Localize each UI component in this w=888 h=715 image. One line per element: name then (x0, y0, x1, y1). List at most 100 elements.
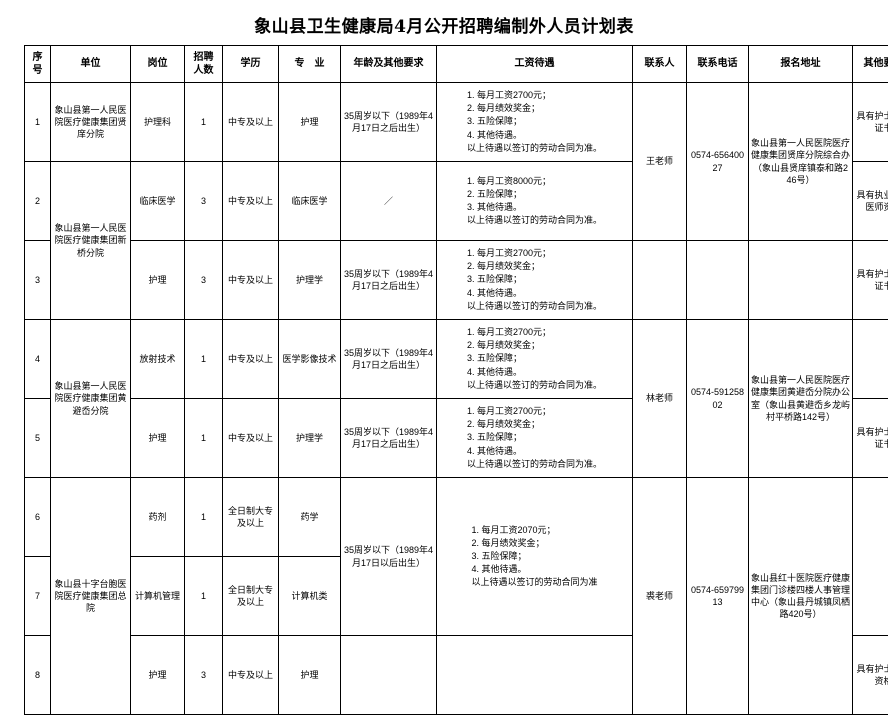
cell-age (341, 636, 437, 715)
cell-post: 护理 (131, 399, 185, 478)
cell-major: 计算机类 (279, 557, 341, 636)
cell-unit: 象山县第一人民医院医疗健康集团黄避岙分院 (51, 320, 131, 478)
cell-seq: 3 (25, 241, 51, 320)
cell-num: 1 (185, 399, 223, 478)
salary-text: 1. 每月工资2700元； 2. 每月绩效奖金； 3. 五险保障； 4. 其他待… (467, 326, 602, 391)
salary-text: 1. 每月工资8000元； 2. 五险保障； 3. 其他待遇。 以上待遇以签订的… (467, 175, 602, 227)
cell-num: 3 (185, 636, 223, 715)
table-row: 4 象山县第一人民医院医疗健康集团黄避岙分院 放射技术 1 中专及以上 医学影像… (25, 320, 888, 399)
salary-text: 1. 每月工资2700元； 2. 每月绩效奖金； 3. 五险保障； 4. 其他待… (467, 247, 602, 312)
column-header-seq: 序 号 (25, 46, 51, 83)
cell-salary (437, 636, 633, 715)
cell-contact: 王老师 (633, 83, 687, 241)
cell-edu: 中专及以上 (223, 241, 279, 320)
cell-contact: 裘老师 (633, 478, 687, 715)
cell-address: 象山县红十医院医疗健康集团门诊楼四楼人事管理中心（象山县丹城镇凤栖路420号） (749, 478, 853, 715)
page-title: 象山县卫生健康局4月公开招聘编制外人员计划表 (24, 0, 864, 45)
cell-post: 护理 (131, 241, 185, 320)
cell-major: 临床医学 (279, 162, 341, 241)
cell-salary: 1. 每月工资2700元； 2. 每月绩效奖金； 3. 五险保障； 4. 其他待… (437, 320, 633, 399)
cell-major: 护理学 (279, 399, 341, 478)
cell-post: 临床医学 (131, 162, 185, 241)
cell-other (853, 478, 888, 636)
cell-seq: 4 (25, 320, 51, 399)
cell-contact: 林老师 (633, 320, 687, 478)
cell-other: 具有护士资格证书 (853, 83, 888, 162)
cell-salary: 1. 每月工资2700元； 2. 每月绩效奖金； 3. 五险保障； 4. 其他待… (437, 241, 633, 320)
column-header-other: 其他要求 (853, 46, 888, 83)
cell-seq: 1 (25, 83, 51, 162)
cell-other: 具有护士执业资格 (853, 636, 888, 715)
cell-other: 具有执业助理医师资格 (853, 162, 888, 241)
cell-edu: 中专及以上 (223, 162, 279, 241)
cell-seq: 2 (25, 162, 51, 241)
cell-age: 35周岁以下（1989年4月17日之后出生） (341, 320, 437, 399)
cell-major: 医学影像技术 (279, 320, 341, 399)
cell-other: 具有护士资格证书 (853, 241, 888, 320)
cell-other (853, 320, 888, 399)
cell-phone: 0574-65640027 (687, 83, 749, 241)
cell-num: 1 (185, 320, 223, 399)
cell-other: 具有护士资格证书 (853, 399, 888, 478)
column-header-post: 岗位 (131, 46, 185, 83)
cell-edu: 中专及以上 (223, 399, 279, 478)
column-header-address: 报名地址 (749, 46, 853, 83)
cell-salary: 1. 每月工资2070元； 2. 每月绩效奖金； 3. 五险保障； 4. 其他待… (437, 478, 633, 636)
cell-num: 1 (185, 557, 223, 636)
table-row: 1 象山县第一人民医院医疗健康集团贤庠分院 护理科 1 中专及以上 护理 35周… (25, 83, 888, 162)
cell-phone: 0574-59125802 (687, 320, 749, 478)
cell-salary: 1. 每月工资8000元； 2. 五险保障； 3. 其他待遇。 以上待遇以签订的… (437, 162, 633, 241)
cell-edu: 中专及以上 (223, 83, 279, 162)
cell-seq: 6 (25, 478, 51, 557)
cell-age: 35周岁以下（1989年4月17日以后出生） (341, 478, 437, 636)
cell-age: 35周岁以下（1989年4月17日之后出生） (341, 241, 437, 320)
column-header-phone: 联系电话 (687, 46, 749, 83)
cell-edu: 全日制大专及以上 (223, 478, 279, 557)
cell-address (749, 241, 853, 320)
cell-major: 药学 (279, 478, 341, 557)
table-row: 6 象山县十字台胞医院医疗健康集团总院 药剂 1 全日制大专及以上 药学 35周… (25, 478, 888, 557)
cell-unit: 象山县第一人民医院医疗健康集团贤庠分院 (51, 83, 131, 162)
cell-address: 象山县第一人民医院医疗健康集团黄避岙分院办公室（象山县黄避岙乡龙屿村平桥路142… (749, 320, 853, 478)
document-page: 象山县卫生健康局4月公开招聘编制外人员计划表 序 号 单位 岗位 招聘 人数 学… (0, 0, 888, 650)
cell-seq: 8 (25, 636, 51, 715)
cell-post: 放射技术 (131, 320, 185, 399)
cell-num: 3 (185, 162, 223, 241)
column-header-salary: 工资待遇 (437, 46, 633, 83)
recruitment-plan-table: 序 号 单位 岗位 招聘 人数 学历 专 业 年龄及其他要求 工资待遇 联系人 … (24, 45, 888, 715)
column-header-contact: 联系人 (633, 46, 687, 83)
cell-post: 护理科 (131, 83, 185, 162)
cell-num: 3 (185, 241, 223, 320)
cell-edu: 中专及以上 (223, 636, 279, 715)
cell-post: 计算机管理 (131, 557, 185, 636)
column-header-num: 招聘 人数 (185, 46, 223, 83)
table-header-row: 序 号 单位 岗位 招聘 人数 学历 专 业 年龄及其他要求 工资待遇 联系人 … (25, 46, 888, 83)
cell-age: ／ (341, 162, 437, 241)
cell-unit: 象山县第一人民医院医疗健康集团新桥分院 (51, 162, 131, 320)
table-row: 3 护理 3 中专及以上 护理学 35周岁以下（1989年4月17日之后出生） … (25, 241, 888, 320)
column-header-major: 专 业 (279, 46, 341, 83)
cell-salary: 1. 每月工资2700元； 2. 每月绩效奖金； 3. 五险保障； 4. 其他待… (437, 83, 633, 162)
cell-address: 象山县第一人民医院医疗健康集团贤庠分院综合办（象山县贤庠镇泰和路246号） (749, 83, 853, 241)
cell-post: 药剂 (131, 478, 185, 557)
cell-phone (687, 241, 749, 320)
salary-text: 1. 每月工资2070元； 2. 每月绩效奖金； 3. 五险保障； 4. 其他待… (471, 524, 597, 589)
cell-post: 护理 (131, 636, 185, 715)
cell-seq: 5 (25, 399, 51, 478)
cell-phone: 0574-65979913 (687, 478, 749, 715)
cell-contact (633, 241, 687, 320)
cell-edu: 全日制大专及以上 (223, 557, 279, 636)
cell-num: 1 (185, 83, 223, 162)
column-header-unit: 单位 (51, 46, 131, 83)
cell-edu: 中专及以上 (223, 320, 279, 399)
cell-major: 护理 (279, 636, 341, 715)
cell-unit: 象山县十字台胞医院医疗健康集团总院 (51, 478, 131, 715)
cell-salary: 1. 每月工资2700元； 2. 每月绩效奖金； 3. 五险保障； 4. 其他待… (437, 399, 633, 478)
cell-age: 35周岁以下（1989年4月17日之后出生） (341, 399, 437, 478)
cell-major: 护理 (279, 83, 341, 162)
cell-age: 35周岁以下（1989年4月17日之后出生） (341, 83, 437, 162)
cell-major: 护理学 (279, 241, 341, 320)
column-header-edu: 学历 (223, 46, 279, 83)
cell-seq: 7 (25, 557, 51, 636)
cell-num: 1 (185, 478, 223, 557)
